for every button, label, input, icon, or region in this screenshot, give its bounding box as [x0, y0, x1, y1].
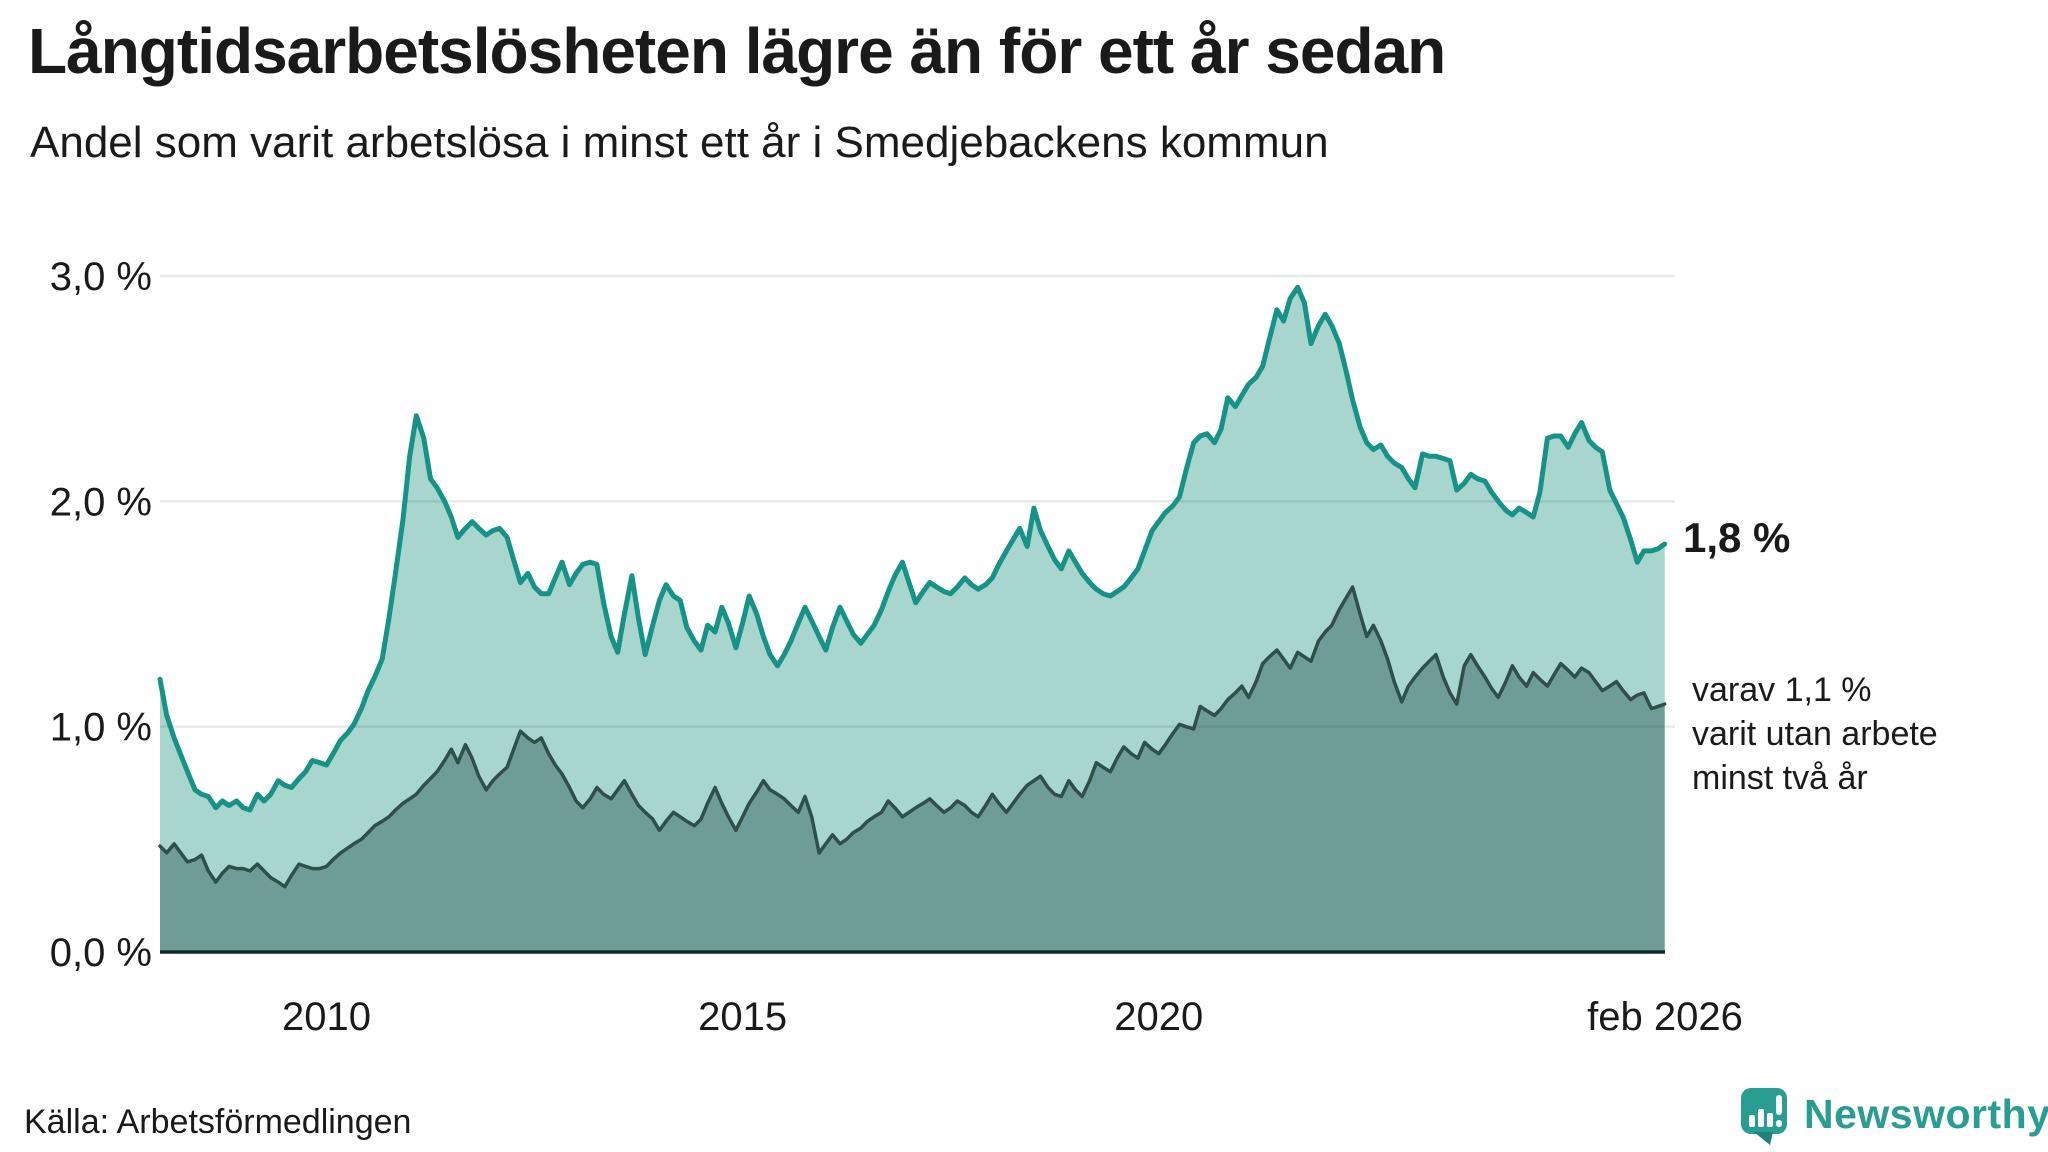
y-tick-label: 3,0 %	[50, 255, 152, 299]
page-subtitle: Andel som varit arbetslösa i minst ett å…	[30, 118, 1329, 167]
y-tick-label: 0,0 %	[50, 931, 152, 975]
line-min-one-year	[157, 284, 1668, 813]
newsworthy-logo-icon	[1741, 1088, 1787, 1145]
annotation-line-1: varav 1,1 %	[1692, 671, 1872, 709]
newsworthy-logo: Newsworthy	[1740, 1082, 2048, 1146]
y-tick-label: 2,0 %	[50, 480, 152, 524]
annotation-line-2: varit utan arbete	[1692, 715, 1938, 753]
source-note: Källa: Arbetsförmedlingen	[24, 1103, 412, 1141]
page-title: Långtidsarbetslösheten lägre än för ett …	[28, 15, 1446, 87]
x-tick-label: feb 2026	[1587, 995, 1743, 1039]
y-tick-label: 1,0 %	[50, 706, 152, 750]
x-tick-label: 2010	[282, 995, 371, 1039]
x-tick-label: 2015	[698, 995, 787, 1039]
secondary-series-annotation: varav 1,1 % varit utan arbete minst två …	[1692, 668, 1938, 800]
x-tick-label: 2020	[1114, 995, 1203, 1039]
newsworthy-logo-text: Newsworthy	[1804, 1090, 2048, 1137]
area-fill-min-two-years	[160, 587, 1665, 952]
annotation-line-3: minst två år	[1692, 759, 1868, 797]
line-min-two-years	[158, 585, 1667, 889]
latest-value-label: 1,8 %	[1683, 514, 1791, 561]
